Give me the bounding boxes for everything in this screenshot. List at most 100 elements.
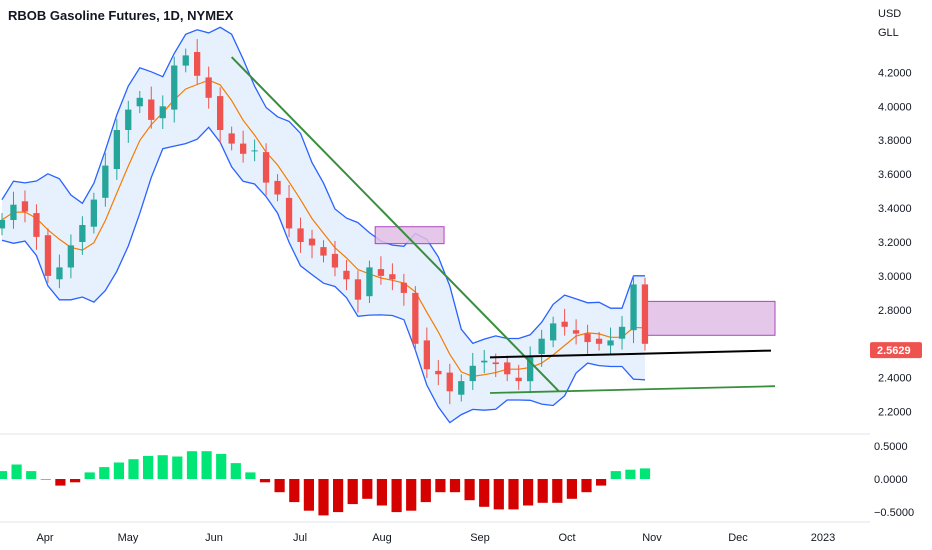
target-zone-box[interactable]	[646, 300, 776, 336]
candle-body[interactable]	[90, 199, 97, 227]
oscillator-bar	[347, 479, 358, 505]
candle-body[interactable]	[561, 321, 568, 327]
oscillator-bar	[493, 479, 504, 510]
oscillator-bar	[406, 479, 417, 511]
candle-body[interactable]	[572, 330, 580, 334]
candle-body[interactable]	[44, 235, 52, 276]
candle-body[interactable]	[343, 270, 350, 280]
candle-body[interactable]	[595, 338, 603, 344]
candle-body[interactable]	[331, 253, 339, 268]
oscillator-bar	[201, 451, 212, 479]
candle-body[interactable]	[504, 362, 511, 375]
oscillator-bar	[376, 479, 387, 506]
candle-body[interactable]	[630, 284, 637, 331]
candle-body[interactable]	[538, 338, 545, 354]
candle-body[interactable]	[377, 269, 385, 276]
time-tick-label: Sep	[470, 532, 490, 544]
candle-body[interactable]	[10, 204, 17, 220]
candle-body[interactable]	[527, 357, 534, 382]
oscillator-tick-label: 0.0000	[874, 474, 908, 486]
candle-body[interactable]	[148, 99, 155, 120]
downtrend-line[interactable]	[230, 56, 560, 392]
candle-body[interactable]	[435, 370, 442, 375]
candle-body[interactable]	[125, 109, 132, 130]
candle-body[interactable]	[113, 130, 120, 169]
candle-body[interactable]	[550, 323, 557, 341]
candle-body[interactable]	[423, 340, 430, 370]
candle-body[interactable]	[469, 365, 476, 382]
lower-trend-line[interactable]	[489, 385, 776, 394]
candle-body[interactable]	[262, 152, 270, 183]
oscillator-bar	[40, 479, 51, 480]
candle-body[interactable]	[79, 225, 86, 242]
oscillator-bar	[230, 463, 241, 479]
price-tick-label: 4.2000	[878, 67, 912, 79]
oscillator-tick-label: −0.5000	[874, 507, 914, 519]
candle-body[interactable]	[400, 282, 407, 293]
oscillator-bar	[333, 479, 344, 513]
oscillator-bar	[55, 479, 66, 486]
candle-body[interactable]	[217, 96, 224, 130]
candle-body[interactable]	[492, 362, 499, 365]
candle-body[interactable]	[308, 238, 316, 246]
time-tick-label: Dec	[728, 532, 748, 544]
candle-body[interactable]	[320, 247, 327, 256]
candle-body[interactable]	[297, 228, 304, 242]
candle-body[interactable]	[194, 52, 201, 76]
candle-body[interactable]	[285, 197, 293, 229]
last-price-marker	[870, 342, 922, 359]
candle-body[interactable]	[228, 133, 235, 144]
candle-body[interactable]	[515, 377, 522, 382]
oscillator-bar	[581, 479, 592, 493]
candle-body[interactable]	[56, 267, 63, 280]
candle-body[interactable]	[481, 360, 488, 363]
candle-body[interactable]	[240, 143, 247, 154]
candle-body[interactable]	[159, 106, 166, 119]
time-tick-label: Aug	[372, 532, 392, 544]
oscillator-bar	[420, 479, 431, 503]
oscillator-bar	[391, 479, 402, 513]
oscillator-bar	[274, 479, 285, 493]
candle-body[interactable]	[412, 292, 419, 344]
candle-body[interactable]	[618, 326, 626, 339]
candle-body[interactable]	[641, 284, 649, 344]
candle-body[interactable]	[0, 219, 6, 229]
candle-body[interactable]	[102, 165, 109, 198]
candle-body[interactable]	[33, 213, 40, 237]
candle-body[interactable]	[251, 150, 258, 152]
price-tick-label: 3.4000	[878, 203, 912, 215]
candle-body[interactable]	[67, 245, 74, 268]
oscillator-bar	[479, 479, 490, 507]
oscillator-bar	[0, 471, 8, 479]
candle-body[interactable]	[182, 55, 189, 66]
time-tick-label: Jul	[293, 532, 307, 544]
oscillator-bar	[128, 459, 139, 479]
oscillator-bar	[508, 479, 519, 510]
time-tick-label: Oct	[558, 532, 575, 544]
oscillator-bar	[318, 479, 329, 516]
bollinger-band-fill	[2, 27, 645, 423]
candle-body[interactable]	[446, 372, 453, 392]
oscillator-bar	[435, 479, 446, 493]
candle-body[interactable]	[607, 340, 614, 346]
oscillator-bar	[26, 471, 37, 479]
oscillator-bar	[11, 464, 22, 479]
candle-body[interactable]	[389, 274, 396, 280]
candle-body[interactable]	[274, 180, 281, 195]
candle-body[interactable]	[136, 97, 143, 107]
candle-body[interactable]	[366, 267, 373, 297]
candle-body[interactable]	[21, 201, 29, 212]
candle-body[interactable]	[171, 65, 178, 110]
price-tick-label: 2.4000	[878, 373, 912, 385]
resistance-zone-box[interactable]	[374, 226, 445, 245]
oscillator-bar	[84, 472, 95, 479]
candle-body[interactable]	[584, 333, 591, 343]
candle-body[interactable]	[354, 279, 362, 300]
candle-body[interactable]	[458, 381, 465, 395]
candle-body[interactable]	[205, 77, 212, 98]
support-line[interactable]	[489, 349, 772, 359]
oscillator-bar	[566, 479, 577, 499]
price-tick-label: 3.2000	[878, 237, 912, 249]
